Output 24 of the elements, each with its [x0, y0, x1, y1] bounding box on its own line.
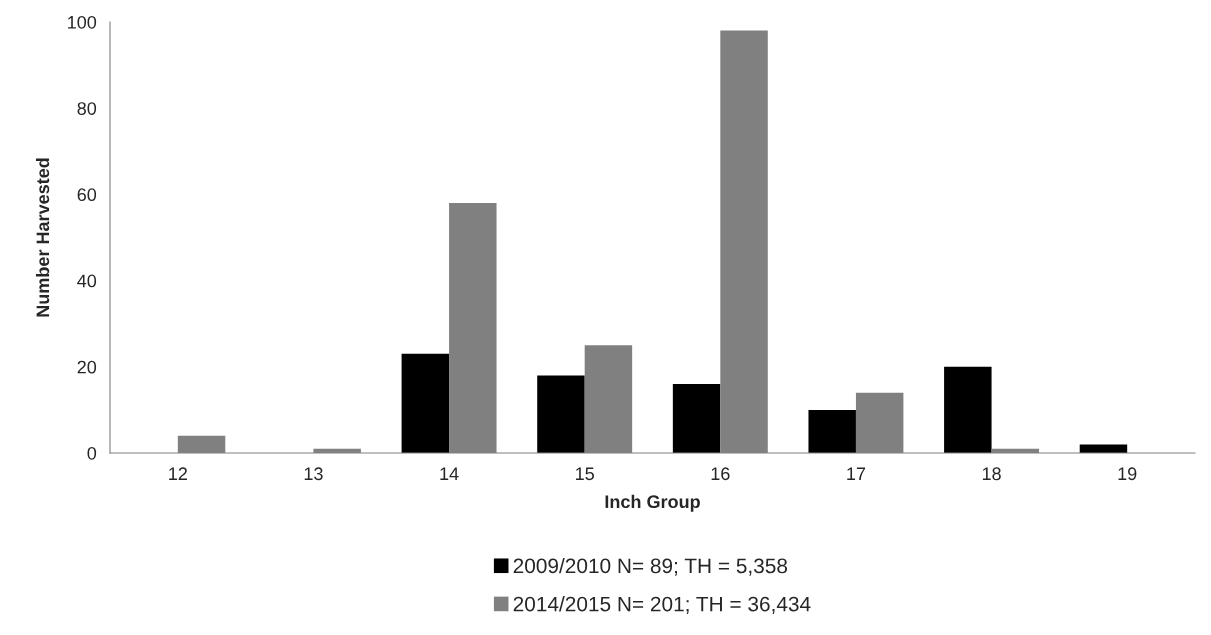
x-tick-label: 18 [982, 467, 1001, 481]
bar [672, 384, 721, 453]
y-tick-label: 0 [87, 446, 97, 460]
y-tick-label: 80 [77, 102, 97, 115]
bar [1079, 444, 1128, 453]
x-tick-label: 16 [711, 467, 730, 481]
y-tick-label: 60 [77, 188, 97, 202]
x-tick-label: 13 [304, 467, 323, 481]
x-tick-label: 15 [576, 467, 594, 481]
x-tick-label: 19 [1118, 467, 1137, 481]
y-axis-title: Number Harvested [35, 158, 50, 317]
x-tick-label: 14 [440, 467, 459, 480]
y-tick-label: 40 [77, 274, 97, 288]
bar [537, 375, 585, 453]
x-tick-label: 12 [169, 467, 187, 480]
legend-label: 2009/2010 N= 89; TH = 5,358 [513, 557, 788, 576]
bar [808, 409, 856, 453]
bar [944, 366, 992, 453]
x-axis-title: Inch Group [605, 494, 700, 512]
y-tick-label: 100 [68, 15, 97, 29]
bar [401, 353, 450, 453]
x-tick-label: 17 [847, 467, 866, 480]
y-tick-label: 20 [77, 360, 97, 374]
legend-label: 2014/2015 N= 201; TH = 36,434 [513, 596, 811, 614]
